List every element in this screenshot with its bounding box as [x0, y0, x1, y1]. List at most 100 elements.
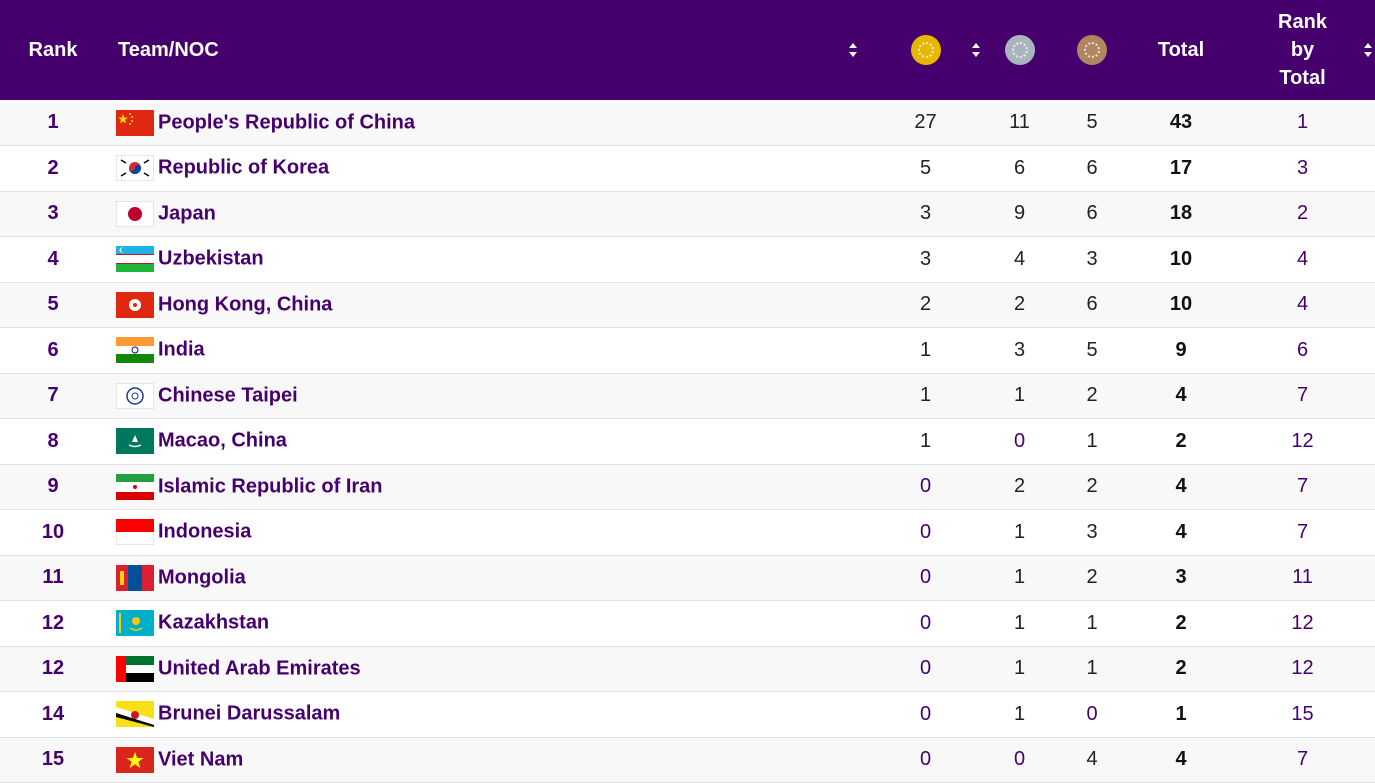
team-cell[interactable]: Mongolia [106, 555, 864, 601]
team-cell[interactable]: United Arab Emirates [106, 646, 864, 692]
silver-count-cell: 1 [1013, 611, 1026, 634]
team-cell[interactable]: Brunei Darussalam [106, 692, 864, 738]
table-body: 1 People's Republic of China 27 11 5 43 1 2 Repu… [0, 100, 1375, 783]
rank-header: Rank [28, 38, 78, 61]
total-cell: 3 [1175, 566, 1187, 589]
team-name-link[interactable]: Brunei Darussalam [158, 702, 341, 725]
gold-count-cell: 0 [919, 702, 932, 725]
team-name-link[interactable]: Kazakhstan [158, 611, 270, 634]
team-cell[interactable]: Indonesia [106, 510, 864, 556]
uzbekistan-flag-icon [116, 246, 154, 273]
rank-by-total-cell: 2 [1296, 202, 1309, 225]
table-row: 14 Brunei Darussalam 0 1 0 1 15 [0, 691, 1375, 738]
rank-by-total-cell: 4 [1296, 247, 1309, 270]
rank-cell: 6 [47, 338, 59, 361]
gold-count-cell: 1 [919, 429, 932, 452]
silver-count-cell: 0 [1013, 429, 1026, 452]
gold-count-cell: 1 [919, 384, 932, 407]
rank-by-total-cell: 12 [1291, 429, 1314, 452]
bronze-count-cell: 6 [1086, 202, 1098, 225]
gold-count-cell: 1 [919, 338, 932, 361]
team-name-link[interactable]: Hong Kong, China [158, 293, 333, 316]
bronze-medal-icon [1077, 35, 1107, 65]
uae-flag-icon [116, 655, 154, 682]
rank-cell: 10 [41, 520, 65, 543]
team-cell[interactable]: Macao, China [106, 419, 864, 465]
team-name-link[interactable]: Uzbekistan [158, 247, 264, 270]
team-cell[interactable]: Islamic Republic of Iran [106, 464, 864, 510]
team-name-link[interactable]: Japan [158, 202, 216, 225]
macao-flag-icon [116, 428, 154, 455]
team-name-link[interactable]: Mongolia [158, 566, 246, 589]
sort-icon[interactable] [1363, 42, 1373, 58]
bronze-count-cell: 2 [1086, 384, 1098, 407]
table-row: 3 Japan 3 9 6 18 2 [0, 191, 1375, 237]
silver-count-cell: 2 [1013, 475, 1026, 498]
total-cell: 2 [1175, 429, 1187, 452]
rank-by-total-cell: 12 [1291, 657, 1314, 680]
silver-count-cell: 11 [1009, 111, 1030, 133]
team-name-link[interactable]: Republic of Korea [158, 156, 330, 179]
rank-cell: 8 [47, 429, 59, 452]
team-header-label: Team/NOC [118, 38, 219, 61]
japan-flag-icon [116, 200, 154, 227]
hongkong-flag-icon [116, 291, 154, 318]
team-name-link[interactable]: Islamic Republic of Iran [158, 475, 383, 498]
team-cell[interactable]: Uzbekistan [106, 237, 864, 283]
taipei-flag-icon [116, 382, 154, 409]
team-name-link[interactable]: Viet Nam [158, 748, 244, 771]
bronze-header[interactable] [1052, 0, 1132, 100]
gold-count-cell: 27 [914, 111, 937, 133]
gold-header[interactable] [864, 0, 987, 100]
team-cell[interactable]: Chinese Taipei [106, 373, 864, 419]
bronze-count-cell: 3 [1086, 247, 1098, 270]
table-row: 9 Islamic Republic of Iran 0 2 2 4 7 [0, 464, 1375, 510]
silver-header[interactable] [987, 0, 1052, 100]
total-cell: 4 [1175, 520, 1187, 543]
rank-by-total-header[interactable]: Rank by Total [1230, 0, 1375, 100]
table-row: 2 Republic of Korea 5 6 6 17 3 [0, 145, 1375, 192]
total-cell: 2 [1175, 611, 1187, 634]
team-header[interactable]: Team/NOC [106, 0, 864, 100]
team-cell[interactable]: India [106, 328, 864, 374]
iran-flag-icon [116, 473, 154, 500]
sort-icon[interactable] [848, 42, 858, 58]
rank-cell: 11 [42, 566, 64, 589]
china-flag-icon [116, 109, 154, 136]
sort-icon[interactable] [971, 42, 981, 58]
rank-cell: 5 [47, 293, 59, 316]
gold-count-cell: 5 [919, 156, 932, 179]
rank-by-total-line: Total [1279, 67, 1326, 89]
team-cell[interactable]: Japan [106, 191, 864, 237]
rank-by-total-cell: 6 [1296, 338, 1309, 361]
header-row: Rank Team/NOC Total Rank by Total [0, 0, 1375, 100]
team-name-link[interactable]: United Arab Emirates [158, 657, 361, 680]
bronze-count-cell: 2 [1086, 475, 1098, 498]
team-name-link[interactable]: Macao, China [158, 429, 287, 452]
team-name-link[interactable]: Chinese Taipei [158, 384, 298, 407]
team-name-link[interactable]: Indonesia [158, 520, 252, 543]
rank-cell: 14 [41, 702, 65, 725]
team-cell[interactable]: Kazakhstan [106, 601, 864, 647]
bronze-count-cell: 1 [1086, 611, 1098, 634]
rank-by-total-cell: 7 [1296, 475, 1309, 498]
table-row: 6 India 1 3 5 9 6 [0, 327, 1375, 374]
total-cell: 4 [1175, 748, 1187, 771]
team-cell[interactable]: Republic of Korea [106, 146, 864, 192]
rank-by-total-line: by [1290, 39, 1315, 61]
table-row: 8 Macao, China 1 0 1 2 12 [0, 418, 1375, 465]
team-name-link[interactable]: India [158, 338, 205, 361]
team-cell[interactable]: Hong Kong, China [106, 282, 864, 328]
total-cell: 18 [1169, 202, 1193, 225]
team-name-link[interactable]: People's Republic of China [158, 111, 416, 133]
korea-flag-icon [116, 155, 154, 182]
total-cell: 43 [1169, 111, 1193, 133]
india-flag-icon [116, 337, 154, 364]
team-cell[interactable]: Viet Nam [106, 737, 864, 783]
gold-count-cell: 0 [919, 657, 932, 680]
total-cell: 9 [1175, 338, 1187, 361]
team-cell[interactable]: People's Republic of China [106, 100, 864, 146]
rank-by-total-cell: 7 [1296, 384, 1309, 407]
mongolia-flag-icon [116, 564, 154, 591]
